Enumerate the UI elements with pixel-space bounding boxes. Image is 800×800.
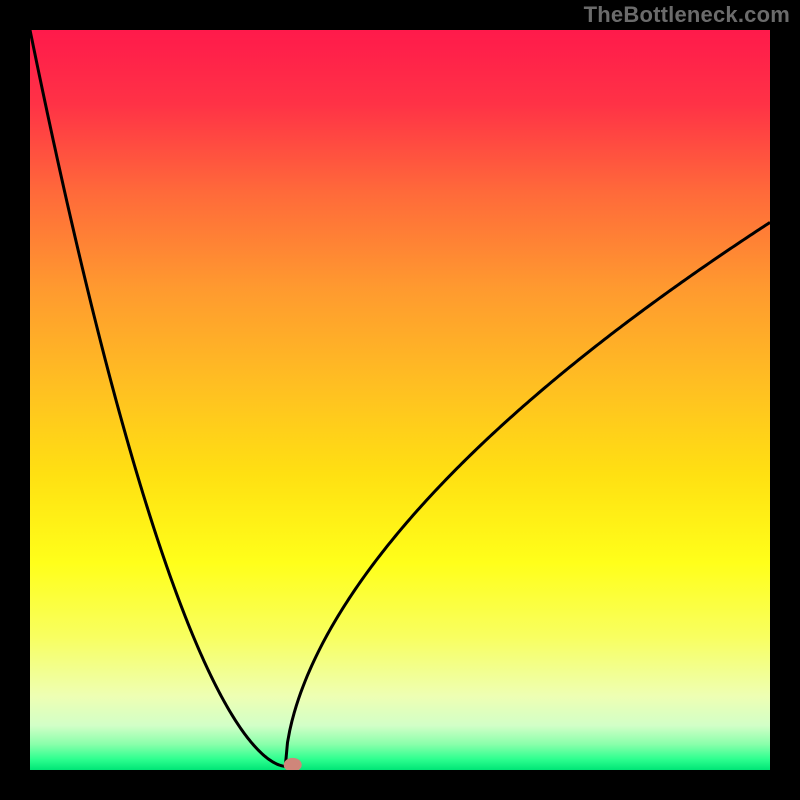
chart-frame: TheBottleneck.com xyxy=(0,0,800,800)
gradient-background xyxy=(30,30,770,770)
plot-area xyxy=(30,30,770,770)
plot-svg xyxy=(30,30,770,770)
watermark-text: TheBottleneck.com xyxy=(584,2,790,28)
